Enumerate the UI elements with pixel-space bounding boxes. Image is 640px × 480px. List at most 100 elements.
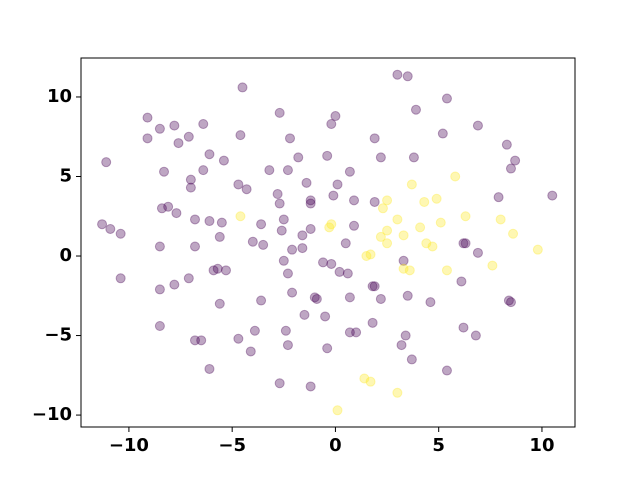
- scatter-point: [367, 281, 378, 292]
- scatter-point: [218, 155, 229, 166]
- scatter-point: [233, 333, 244, 344]
- scatter-point: [264, 165, 275, 176]
- y-tick-label: −10: [32, 404, 72, 425]
- scatter-point: [505, 297, 516, 308]
- scatter-point: [349, 220, 360, 231]
- scatter-point: [305, 198, 316, 209]
- scatter-point: [398, 230, 409, 241]
- scatter-point: [410, 104, 421, 115]
- x-tick-label: −10: [109, 435, 149, 456]
- scatter-point: [190, 214, 200, 225]
- scatter-point: [351, 327, 362, 338]
- y-tick-label: 10: [47, 86, 72, 107]
- scatter-point: [456, 276, 467, 287]
- scatter-point: [470, 330, 481, 341]
- scatter-point: [204, 149, 215, 160]
- scatter-point: [287, 244, 298, 255]
- scatter-point: [382, 225, 393, 236]
- scatter-point: [282, 340, 293, 351]
- scatter-point: [305, 381, 316, 392]
- scatter-point: [377, 203, 388, 214]
- scatter-point: [400, 330, 411, 341]
- scatter-point: [190, 241, 200, 252]
- scatter-point: [324, 222, 335, 233]
- x-tick-label: −5: [218, 435, 246, 456]
- scatter-point: [282, 268, 293, 279]
- scatter-point: [163, 201, 174, 212]
- scatter-point: [301, 177, 312, 188]
- scatter-point: [287, 287, 298, 298]
- scatter-point: [365, 249, 376, 260]
- scatter-point: [305, 223, 316, 234]
- scatter-point: [334, 266, 345, 277]
- scatter-point: [332, 405, 343, 416]
- scatter-point: [154, 123, 165, 134]
- scatter-point: [156, 203, 167, 214]
- scatter-point: [342, 268, 353, 279]
- scatter-point: [241, 184, 252, 195]
- scatter-point: [196, 335, 207, 346]
- scatter-point: [406, 354, 417, 365]
- scatter-point: [256, 295, 267, 306]
- scatter-point: [235, 130, 246, 141]
- scatter-point: [441, 365, 452, 376]
- scatter-point: [425, 297, 436, 308]
- scatter-point: [375, 231, 386, 242]
- scatter-point: [154, 321, 165, 332]
- scatter-point: [392, 69, 403, 80]
- x-tick-label: 0: [329, 435, 342, 456]
- scatter-point: [369, 196, 380, 207]
- scatter-point: [233, 179, 244, 190]
- scatter-point: [293, 152, 304, 163]
- scatter-point: [285, 133, 295, 144]
- scatter-point: [214, 231, 225, 242]
- scatter-point: [392, 214, 403, 225]
- scatter-point: [406, 179, 417, 190]
- scatter-point: [487, 260, 498, 271]
- scatter-point: [326, 258, 337, 269]
- scatter-point: [460, 211, 471, 222]
- scatter-point: [278, 255, 289, 266]
- scatter-point: [322, 343, 333, 354]
- scatter-point: [204, 216, 215, 227]
- scatter-point: [142, 133, 153, 144]
- scatter-point: [365, 376, 376, 387]
- x-tick-label: 5: [432, 435, 445, 456]
- scatter-point: [247, 236, 258, 247]
- scatter-point: [441, 265, 452, 276]
- scatter-point: [216, 217, 227, 228]
- scatter-point: [415, 222, 426, 233]
- scatter-point: [278, 214, 289, 225]
- scatter-point: [305, 195, 316, 206]
- scatter-point: [274, 198, 285, 209]
- scatter-point: [282, 165, 293, 176]
- scatter-point: [169, 120, 180, 131]
- scatter-point: [183, 273, 194, 284]
- scatter-point: [190, 335, 200, 346]
- scatter-point: [154, 284, 165, 295]
- scatter-point: [235, 211, 246, 222]
- scatter-point: [458, 322, 469, 333]
- scatter-point: [169, 279, 180, 290]
- y-tick-label: 5: [59, 165, 72, 186]
- scatter-point: [437, 128, 448, 139]
- scatter-point: [97, 219, 108, 230]
- scatter-point: [382, 238, 393, 249]
- scatter-point: [367, 317, 378, 328]
- scatter-point: [198, 165, 209, 176]
- scatter-point: [435, 217, 446, 228]
- scatter-point: [214, 298, 225, 309]
- scatter-point: [495, 214, 506, 225]
- scatter-point: [547, 190, 558, 201]
- scatter-point: [320, 311, 331, 322]
- scatter-point: [472, 247, 483, 258]
- y-tick-label: 0: [59, 245, 72, 266]
- scatter-point: [402, 71, 413, 82]
- scatter-point: [318, 257, 329, 268]
- scatter-point: [421, 238, 432, 249]
- scatter-point: [398, 263, 409, 274]
- scatter-point: [256, 219, 267, 230]
- scatter-point: [212, 263, 223, 274]
- scatter-point: [361, 251, 372, 262]
- scatter-point: [326, 119, 337, 130]
